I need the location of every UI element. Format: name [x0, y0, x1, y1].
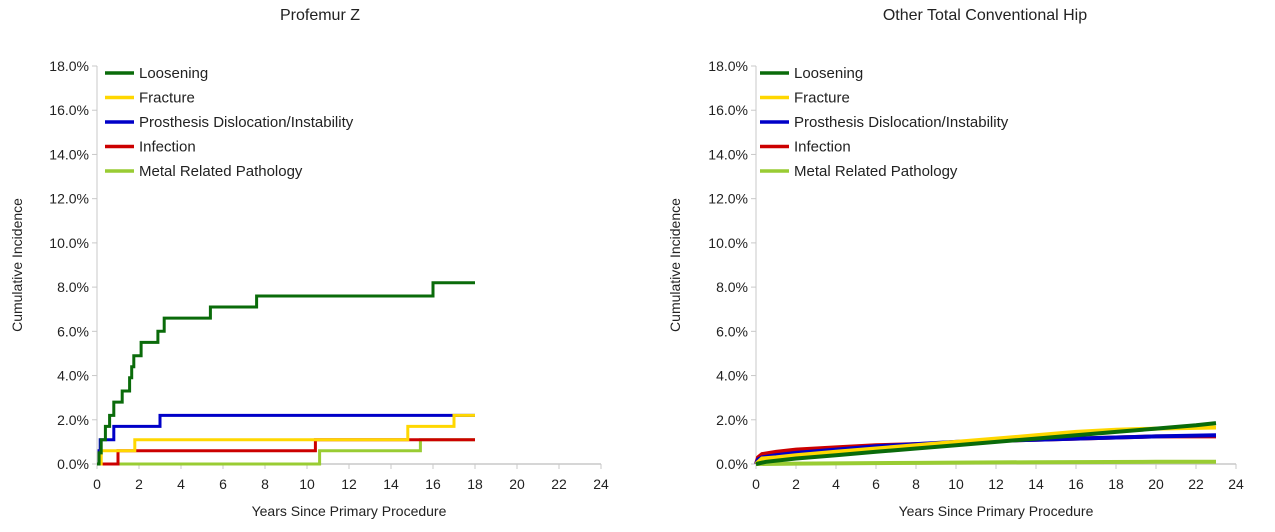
chart-title: Profemur Z — [280, 7, 360, 24]
series-line-fracture — [97, 413, 475, 466]
y-tick-label: 0.0% — [716, 456, 748, 472]
series-line-loosening — [755, 421, 1217, 466]
x-tick-label: 0 — [93, 476, 101, 492]
x-tick-label: 2 — [792, 476, 800, 492]
y-tick-label: 10.0% — [708, 235, 748, 251]
legend-label: Infection — [794, 139, 851, 156]
series-line-fracture — [754, 425, 1217, 466]
y-tick-label: 6.0% — [57, 323, 89, 339]
x-axis-label: Years Since Primary Procedure — [252, 503, 447, 519]
x-tick-label: 22 — [551, 476, 567, 492]
x-tick-label: 12 — [988, 476, 1004, 492]
x-tick-label: 14 — [383, 476, 399, 492]
legend-label: Fracture — [794, 90, 850, 107]
x-tick-label: 12 — [341, 476, 357, 492]
x-tick-label: 16 — [425, 476, 441, 492]
legend-label: Loosening — [139, 65, 208, 82]
y-tick-label: 14.0% — [49, 146, 89, 162]
y-tick-label: 16.0% — [708, 102, 748, 118]
x-tick-label: 18 — [467, 476, 483, 492]
y-axis-label: Cumulative Incidence — [9, 198, 25, 332]
x-tick-label: 4 — [177, 476, 185, 492]
x-tick-label: 4 — [832, 476, 840, 492]
legend: Loosening Fracture Prosthesis Dislocation/… — [760, 65, 1009, 180]
x-tick-label: 8 — [261, 476, 269, 492]
y-tick-label: 18.0% — [49, 58, 89, 74]
legend-label: Fracture — [139, 90, 195, 107]
x-tick-label: 22 — [1188, 476, 1204, 492]
chart-title: Other Total Conventional Hip — [883, 7, 1087, 24]
series-line-metal-related-pathology — [755, 459, 1216, 466]
x-tick-label: 24 — [1228, 476, 1244, 492]
legend-label: Metal Related Pathology — [139, 163, 303, 180]
y-tick-label: 12.0% — [708, 191, 748, 207]
series-line-loosening — [97, 281, 475, 466]
y-tick-label: 6.0% — [716, 323, 748, 339]
x-tick-label: 10 — [299, 476, 315, 492]
y-tick-label: 8.0% — [716, 279, 748, 295]
y-tick-label: 8.0% — [57, 279, 89, 295]
legend-label: Prosthesis Dislocation/Instability — [139, 114, 354, 131]
y-tick-label: 12.0% — [49, 191, 89, 207]
x-tick-label: 6 — [872, 476, 880, 492]
legend: Loosening Fracture Prosthesis Dislocation/… — [105, 65, 354, 180]
x-tick-label: 20 — [1148, 476, 1164, 492]
legend-label: Loosening — [794, 65, 863, 82]
x-tick-label: 20 — [509, 476, 525, 492]
x-tick-label: 16 — [1068, 476, 1084, 492]
y-tick-label: 4.0% — [716, 368, 748, 384]
y-tick-label: 2.0% — [57, 412, 89, 428]
x-tick-label: 2 — [135, 476, 143, 492]
x-tick-label: 0 — [752, 476, 760, 492]
x-tick-label: 6 — [219, 476, 227, 492]
x-tick-label: 18 — [1108, 476, 1124, 492]
legend-label: Infection — [139, 139, 196, 156]
x-axis-label: Years Since Primary Procedure — [899, 503, 1094, 519]
y-tick-label: 18.0% — [708, 58, 748, 74]
y-tick-label: 16.0% — [49, 102, 89, 118]
y-tick-label: 4.0% — [57, 368, 89, 384]
y-tick-label: 0.0% — [57, 456, 89, 472]
y-tick-label: 2.0% — [716, 412, 748, 428]
x-tick-label: 14 — [1028, 476, 1044, 492]
x-tick-label: 24 — [593, 476, 609, 492]
legend-label: Prosthesis Dislocation/Instability — [794, 114, 1009, 131]
legend-label: Metal Related Pathology — [794, 163, 958, 180]
x-tick-label: 8 — [912, 476, 920, 492]
chart-panel-1: Profemur Z0 2 4 6 8 10 12 14 16 18 20 22 240.0%2.0%4… — [9, 7, 609, 519]
x-tick-label: 10 — [948, 476, 964, 492]
y-tick-label: 10.0% — [49, 235, 89, 251]
y-tick-label: 14.0% — [708, 146, 748, 162]
y-axis-label: Cumulative Incidence — [667, 198, 683, 332]
